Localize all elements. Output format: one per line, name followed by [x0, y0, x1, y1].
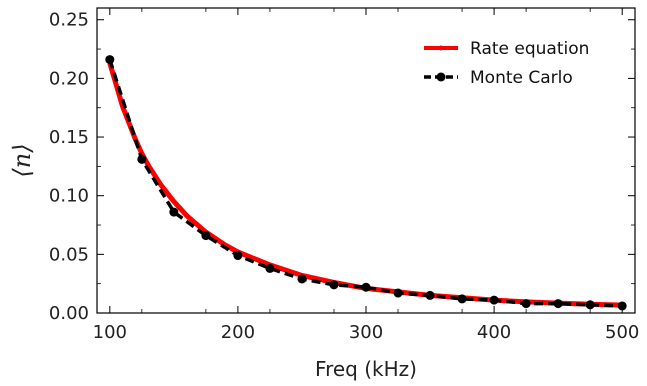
y-axis-title: ⟨n⟩	[8, 143, 36, 177]
data-point-monte-carlo	[201, 231, 211, 241]
data-point-monte-carlo	[105, 55, 115, 65]
data-point-monte-carlo	[361, 282, 371, 292]
x-axis: 100 200 300 400 500	[93, 8, 639, 343]
data-point-monte-carlo	[617, 301, 627, 311]
x-tick-label: 300	[349, 322, 383, 343]
data-point-monte-carlo	[489, 295, 499, 305]
data-point-monte-carlo	[329, 280, 339, 290]
series-line-rate-equation	[107, 62, 623, 308]
x-axis-title: Freq (kHz)	[315, 357, 417, 381]
data-point-monte-carlo	[393, 288, 403, 298]
x-tick-label: 400	[477, 322, 511, 343]
series-layer	[105, 55, 627, 311]
y-tick-label: 0.10	[49, 186, 89, 207]
legend-label-rate-equation: Rate equation	[470, 39, 589, 59]
data-point-monte-carlo	[457, 294, 467, 304]
y-tick-label: 0.25	[49, 10, 89, 31]
x-tick-label: 500	[605, 322, 639, 343]
x-tick-label: 200	[221, 322, 255, 343]
legend-marker-rate-equation	[438, 45, 444, 51]
y-axis: 0.00 0.05 0.10 0.15 0.20 0.25	[49, 10, 635, 324]
y-tick-label: 0.20	[49, 68, 89, 89]
data-point-monte-carlo	[137, 154, 147, 164]
data-point-monte-carlo	[425, 290, 435, 300]
data-point-monte-carlo	[233, 251, 243, 261]
y-tick-label: 0.00	[49, 303, 89, 324]
x-tick-label: 100	[93, 322, 127, 343]
data-point-monte-carlo	[265, 263, 275, 273]
legend-marker-monte-carlo	[436, 72, 446, 82]
data-point-monte-carlo	[297, 274, 307, 284]
data-point-monte-carlo	[169, 207, 179, 217]
data-point-monte-carlo	[585, 300, 595, 310]
legend-label-monte-carlo: Monte Carlo	[470, 68, 573, 88]
data-point-monte-carlo	[521, 299, 531, 309]
series-line-monte-carlo	[108, 59, 623, 308]
data-point-monte-carlo	[553, 299, 563, 309]
y-tick-label: 0.05	[49, 244, 89, 265]
legend: Rate equation Monte Carlo	[424, 39, 589, 88]
y-tick-label: 0.15	[49, 127, 89, 148]
